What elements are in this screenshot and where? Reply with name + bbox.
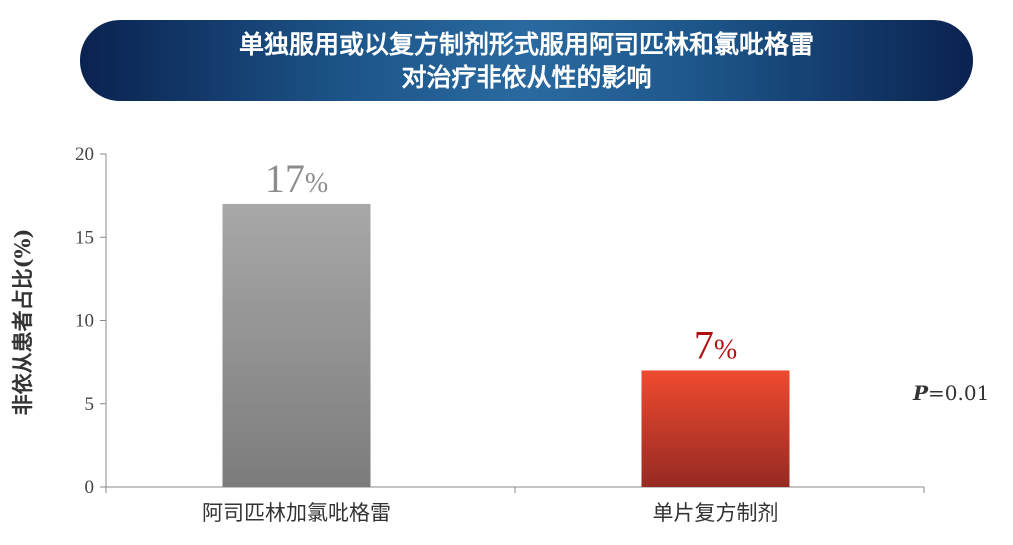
chart-title-line1: 单独服用或以复方制剂形式服用阿司匹林和氯吡格雷 (238, 29, 814, 59)
y-tick-label: 20 (75, 144, 94, 165)
data-label: 7% (694, 322, 737, 367)
p-value-number: =0.01 (928, 381, 990, 405)
title-banner: 单独服用或以复方制剂形式服用阿司匹林和氯吡格雷 对治疗非依从性的影响 (80, 20, 973, 101)
x-category-label: 单片复方制剂 (653, 501, 779, 525)
bar (641, 370, 790, 487)
chart-title-line2: 对治疗非依从性的影响 (401, 62, 652, 92)
x-category-label: 阿司匹林加氯吡格雷 (202, 501, 391, 525)
y-tick-label: 5 (85, 394, 95, 415)
data-label: 17% (265, 156, 328, 201)
bar (222, 203, 371, 487)
p-value-annotation: P=0.01 (913, 381, 989, 405)
y-tick-label: 0 (85, 477, 95, 498)
y-tick-label: 15 (75, 227, 94, 248)
y-tick-label: 10 (75, 311, 94, 332)
p-value-symbol: P (913, 381, 929, 405)
